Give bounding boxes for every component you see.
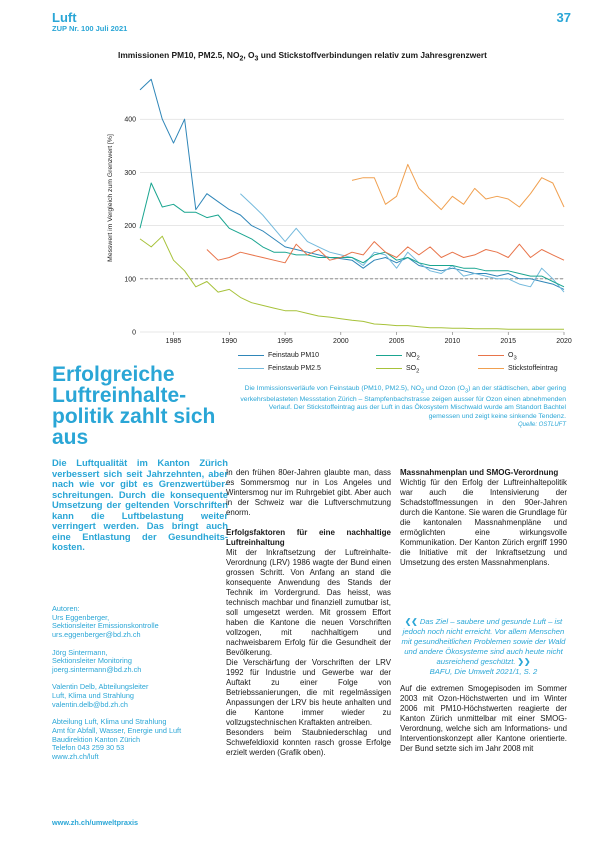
paragraph: In den frühen 80er-Jahren glaubte man, d… [226,468,391,517]
legend-swatch [478,367,504,369]
author-role: Sektionsleiter Monitoring [52,656,132,666]
x-tick-label: 1995 [277,338,293,345]
quote-text: Das Ziel – saubere und gesunde Luft – is… [401,617,566,666]
article-column-3: Massnahmenplan und SMOG-Verordnung Wicht… [400,468,567,568]
legend-item-o3: O3 [478,352,517,361]
x-tick-label: 1990 [221,338,237,345]
y-axis-label: Messwert im Vergleich zum Grenzwert [%] [107,134,114,262]
legend-item-stickstoff: Stickstoffeintrag [478,365,558,372]
author-email[interactable]: joerg.sintermann@bd.zh.ch [52,664,142,674]
paragraph: Mit der Inkraftsetzung der Luftreinhalte… [226,548,391,657]
series-line-3 [139,235,564,330]
emissions-chart: 0 100 200 300 400 1985 1990 1995 2000 2005 2010 201… [107,78,572,345]
pull-quote: ❮❮ Das Ziel – saubere und gesunde Luft –… [400,617,567,677]
series-line-1 [240,193,565,293]
org-web-link[interactable]: www.zh.ch/luft [52,751,99,761]
chart-source: Quelle: OSTLUFT [517,421,566,428]
legend-item-pm10: Feinstaub PM10 [238,352,319,359]
y-tick-label: 400 [124,117,136,124]
y-tick-label: 300 [124,170,136,177]
x-tick-label: 1985 [166,338,182,345]
series-line-2 [139,182,565,288]
org-line: Amt für Abfall, Wasser, Energie und Luft [52,725,182,735]
paragraph: Die Verschärfung der Vorschriften der LR… [226,658,391,727]
chart-legend: Feinstaub PM10 Feinstaub PM2.5 NO2 SO2 O… [238,352,578,382]
quote-source: BAFU, Die Umwelt 2021/1, S. 2 [429,667,538,676]
org-line: Abteilung Luft, Klima und Strahlung [52,717,167,727]
page-number: 37 [556,10,571,25]
paragraph: Wichtig für den Erfolg der Luftreinhalte… [400,478,567,567]
author-block: Autoren: Urs Eggenberger, Sektionsleiter… [52,604,232,762]
subheading: Massnahmenplan und SMOG-Verordnung [400,468,559,477]
section-title: Luft [52,10,77,25]
author-name: Jörg Sintermann, [52,647,108,657]
author-name: Valentin Delb, Abteilungsleiter [52,682,149,692]
x-tick-label: 2020 [556,338,572,345]
y-tick-label: 0 [132,330,136,337]
authors-label: Autoren: [52,604,80,613]
org-line: Baudirektion Kanton Zürich [52,734,141,744]
series-line-4 [206,241,565,264]
paragraph: Auf die extremen Smogepisoden im Sommer … [400,684,567,753]
chart-caption: Die Immissionsverläufe von Feinstaub (PM… [240,385,566,428]
paragraph: Besonders beim Staubniederschlag und Sch… [226,728,391,757]
series-line-5 [351,163,565,211]
x-tick-label: 2010 [445,338,461,345]
legend-swatch [376,354,402,356]
article-lead: Die Luftqualität im Kanton Zürich verbes… [52,457,228,552]
footer-link[interactable]: www.zh.ch/umweltpraxis [52,818,139,827]
series-line-0 [139,78,565,290]
article-column-2: In den frühen 80er-Jahren glaubte man, d… [226,468,391,758]
x-tick-label: 2005 [389,338,405,345]
author-email[interactable]: urs.eggenberger@bd.zh.ch [52,630,141,640]
article-column-3-continued: Auf die extremen Smogepisoden im Sommer … [400,684,567,754]
y-tick-label: 200 [124,223,136,230]
x-tick-label: 2015 [500,338,516,345]
article-headline: Erfolgreiche Luftreinhalte­politik zahlt… [52,363,216,449]
author-role: Luft, Klima und Strahlung [52,691,134,700]
org-phone: Telefon 043 259 30 53 [52,743,125,753]
author-email[interactable]: valentin.delb@bd.zh.ch [52,699,128,709]
legend-item-no2: NO2 [376,352,420,361]
issue-label: ZUP Nr. 100 Juli 2021 [52,24,128,33]
legend-item-so2: SO2 [376,365,419,374]
legend-swatch [238,354,264,356]
legend-swatch [238,367,264,369]
x-tick-label: 2000 [333,338,349,345]
legend-swatch [376,367,402,369]
author-name: Urs Eggenberger, [52,612,110,622]
y-tick-label: 100 [124,276,136,283]
subheading: Erfolgsfaktoren für eine nachhaltige Luf… [226,528,391,547]
legend-swatch [478,354,504,356]
chart-title: Immissionen PM10, PM2.5, NO2, O3 und Sti… [118,50,487,63]
quote-close-icon: ❯❯ [517,657,531,666]
quote-open-icon: ❮❮ [404,617,418,626]
author-role: Sektionsleiter Emissionskontrolle [52,621,159,631]
legend-item-pm25: Feinstaub PM2.5 [238,365,321,372]
